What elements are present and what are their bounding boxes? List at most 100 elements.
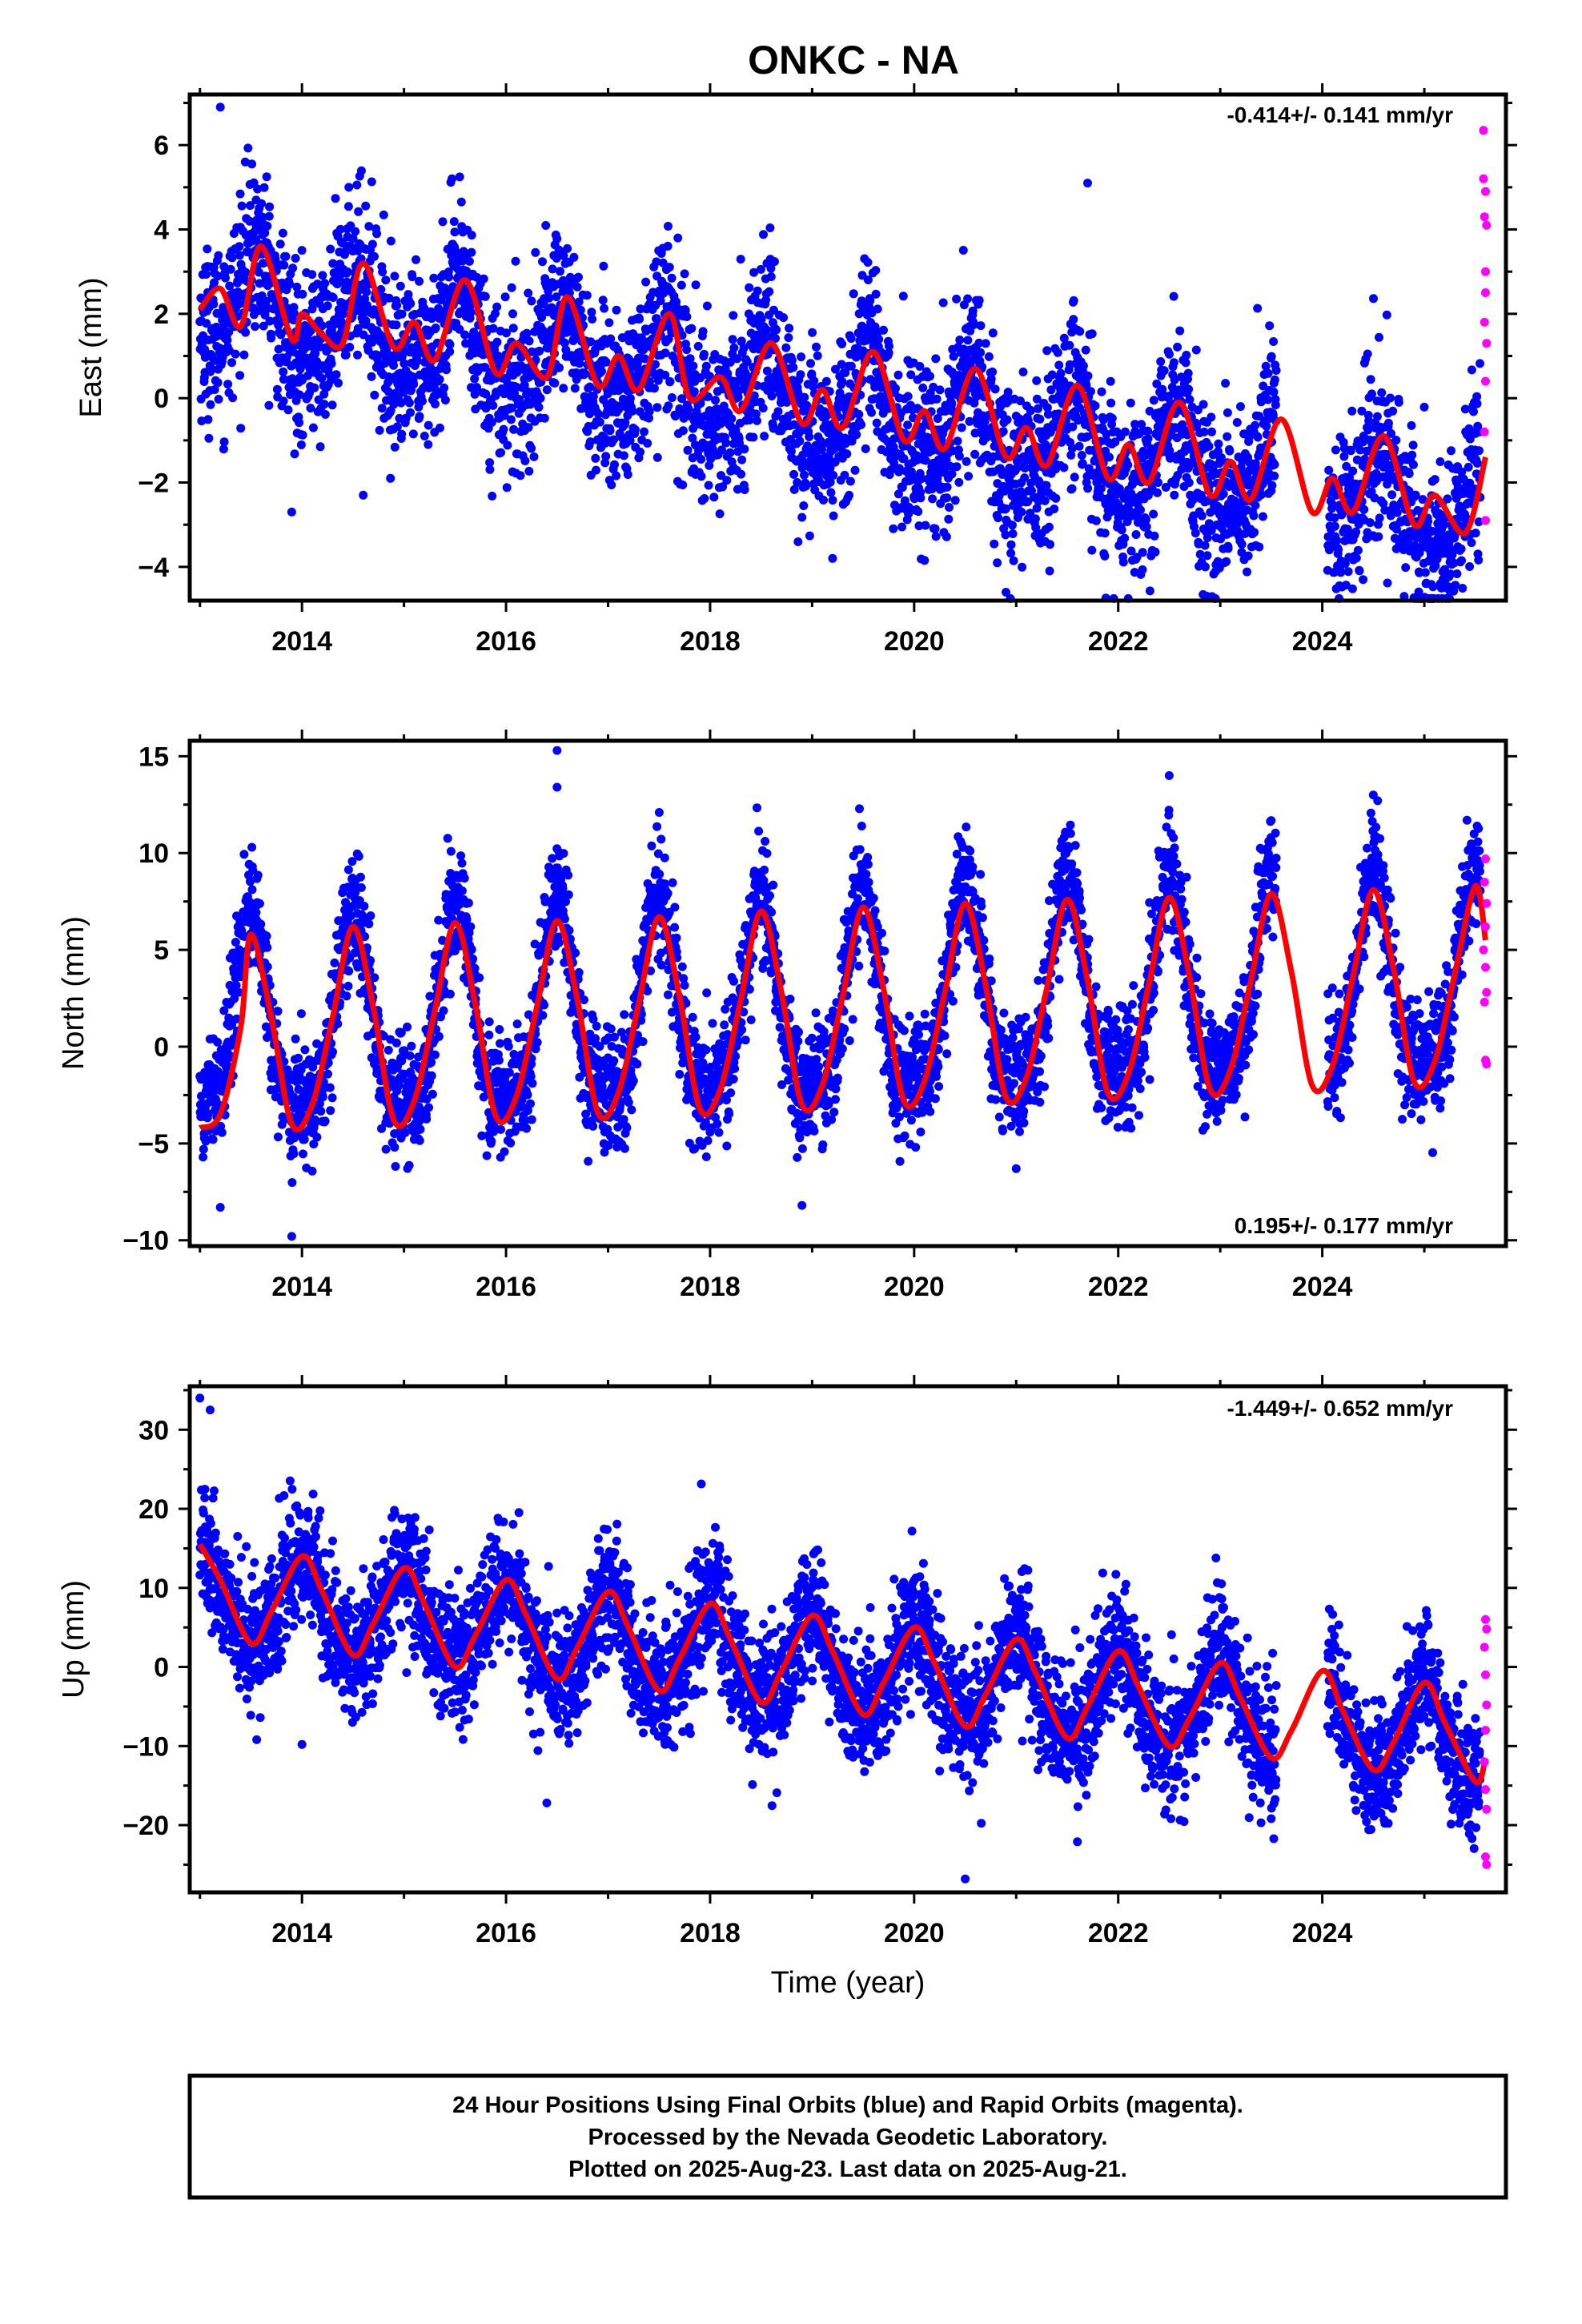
east-final-point [871, 266, 881, 275]
east-final-point [635, 315, 644, 324]
east-final-point [259, 183, 269, 192]
east-final-point [913, 507, 923, 517]
north-final-point [273, 1132, 283, 1142]
east-final-point [1251, 420, 1260, 430]
east-final-point [1269, 388, 1279, 396]
east-final-point [351, 227, 360, 236]
east-final-point [598, 296, 608, 305]
east-final-point [799, 501, 809, 510]
north-final-point [312, 1132, 322, 1142]
east-final-point [467, 247, 476, 257]
east-final-point [559, 251, 568, 260]
east-final-point [861, 444, 870, 453]
east-final-point [1150, 547, 1160, 557]
chart-title: ONKC - NA [748, 38, 959, 82]
east-final-point [801, 481, 810, 491]
east-final-point [1030, 514, 1040, 524]
east-final-point [210, 278, 219, 287]
east-final-point [203, 244, 212, 254]
east-y-axis-label: East (mm) [74, 277, 108, 417]
north-final-point [199, 1152, 208, 1162]
east-final-point [392, 300, 402, 310]
east-final-point [1081, 345, 1090, 355]
east-final-point [259, 321, 268, 331]
east-final-point [1366, 375, 1375, 384]
east-final-point [1074, 441, 1084, 451]
east-final-point [288, 263, 298, 273]
east-final-point [429, 273, 439, 283]
east-final-point [240, 157, 250, 167]
east-final-point [376, 285, 386, 294]
east-final-point [1120, 427, 1130, 436]
east-rapid-point [1481, 267, 1490, 276]
east-final-point [574, 272, 583, 282]
east-final-point [409, 380, 419, 389]
east-final-point [1078, 361, 1088, 371]
east-final-point [361, 316, 371, 326]
east-final-point [1269, 337, 1279, 346]
east-final-point [850, 465, 860, 475]
east-final-point [492, 302, 502, 312]
east-final-point [399, 388, 408, 397]
east-final-point [1392, 508, 1402, 517]
east-final-point [516, 471, 525, 480]
east-final-point [438, 217, 448, 227]
east-final-point [404, 398, 414, 408]
east-final-point [492, 337, 502, 347]
east-final-point [450, 227, 460, 237]
east-final-point [1265, 321, 1275, 331]
north-final-point [289, 1149, 299, 1159]
east-final-point [436, 423, 444, 432]
east-final-point [828, 496, 837, 505]
east-final-point [970, 449, 980, 459]
east-final-point [628, 406, 637, 416]
east-final-point [263, 221, 272, 231]
east-final-point [938, 298, 948, 308]
east-final-point [279, 367, 288, 376]
east-final-point [420, 432, 429, 440]
east-final-point [1175, 326, 1185, 336]
east-final-point [1069, 315, 1078, 324]
east-rapid-point [1482, 220, 1492, 230]
east-final-point [682, 312, 692, 321]
east-final-point [1408, 440, 1418, 450]
east-final-point [534, 403, 544, 412]
east-final-point [1002, 415, 1012, 424]
north-final-point [320, 1116, 330, 1126]
east-rapid-point [1480, 427, 1489, 436]
east-final-point [652, 452, 662, 462]
east-final-point [364, 222, 374, 231]
east-final-point [527, 444, 536, 453]
east-final-point [1083, 179, 1092, 188]
east-final-point [990, 539, 999, 549]
north-final-point [273, 1007, 283, 1016]
north-final-point [263, 943, 272, 952]
east-final-point [508, 309, 517, 319]
east-final-point [400, 359, 409, 368]
east-final-point [367, 177, 376, 187]
east-x-tick-label: 2020 [884, 626, 945, 657]
east-final-point [1386, 393, 1395, 403]
east-rapid-point [1481, 288, 1490, 297]
east-final-point [1388, 406, 1398, 416]
east-final-point [715, 509, 725, 519]
east-final-point [1138, 565, 1147, 574]
east-final-point [320, 279, 330, 288]
north-final-point [208, 1135, 218, 1144]
east-final-point [1404, 469, 1414, 478]
east-final-point [261, 296, 271, 306]
east-final-point [223, 336, 232, 345]
east-y-tick-label: −2 [138, 468, 169, 499]
east-final-point [958, 246, 968, 255]
east-final-point [524, 466, 534, 476]
east-final-point [392, 422, 402, 432]
east-final-point [916, 493, 926, 503]
east-final-point [254, 267, 263, 277]
east-final-point [698, 327, 708, 336]
east-final-point [988, 367, 998, 376]
north-final-point [316, 1107, 326, 1116]
east-final-point [527, 296, 536, 306]
east-final-point [1145, 586, 1154, 596]
east-final-point [538, 257, 547, 267]
east-final-point [903, 420, 913, 430]
